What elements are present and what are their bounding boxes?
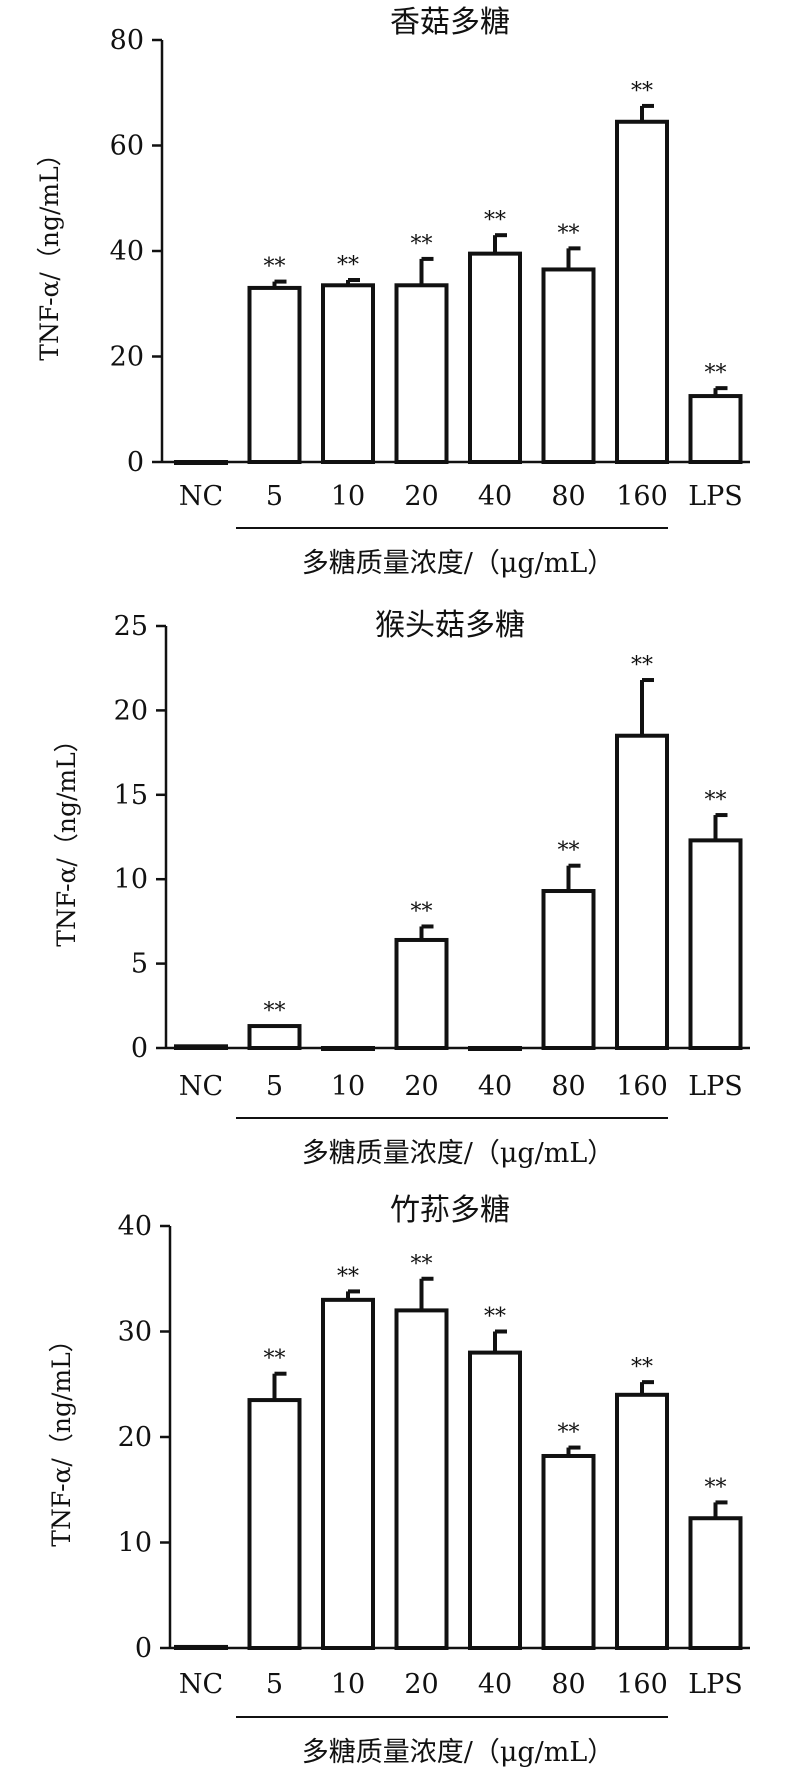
y-tick-label: 15 (114, 780, 148, 811)
x-tick-label: 40 (478, 1669, 512, 1700)
significance-label: ** (558, 839, 580, 864)
bar-10 (321, 1046, 375, 1051)
significance-label: ** (264, 255, 286, 280)
x-tick-label: 20 (404, 1071, 438, 1102)
significance-label: ** (558, 1421, 580, 1446)
y-tick-label: 0 (135, 1633, 152, 1664)
x-tick-label: 20 (404, 481, 438, 512)
y-tick-label: 20 (110, 342, 144, 373)
x-tick-label: 40 (478, 1071, 512, 1102)
bar-NC (174, 460, 228, 465)
significance-label: ** (705, 1475, 727, 1500)
significance-label: ** (264, 1347, 286, 1372)
bar-5 (247, 1024, 302, 1050)
y-tick-label: 20 (118, 1422, 152, 1453)
x-tick-label: 80 (551, 481, 585, 512)
bar-160 (615, 119, 669, 464)
chart-panel-shiitake: 香菇多糖 0 20 40 60 80 TNF-α/（ng/mL） NC ** 5 ** 10 ** 20 *… (0, 0, 790, 600)
y-tick-label: 60 (110, 131, 144, 162)
chart-panel-dictyophora: 竹荪多糖 0 10 20 30 40 TNF-α/（ng/mL） NC ** 5 ** 10 ** 20 *… (0, 1180, 790, 1770)
significance-label: ** (484, 1305, 506, 1330)
y-tick-label: 20 (114, 695, 148, 726)
significance-label: ** (337, 1264, 359, 1289)
x-tick-label: 80 (551, 1669, 585, 1700)
chart-title: 香菇多糖 (390, 5, 510, 40)
significance-label: ** (631, 653, 653, 678)
bar-160 (615, 733, 669, 1050)
significance-label: ** (484, 208, 506, 233)
significance-label: ** (558, 221, 580, 246)
x-tick-label: NC (179, 1669, 223, 1700)
y-tick-label: 40 (110, 236, 144, 267)
x-tick-label: LPS (688, 1071, 743, 1102)
x-tick-label: 40 (478, 481, 512, 512)
bar-10 (321, 1297, 375, 1650)
significance-label: ** (411, 232, 433, 257)
significance-label: ** (411, 1252, 433, 1277)
bar-80 (541, 889, 596, 1050)
bar-10 (321, 283, 375, 464)
chart-title: 猴头菇多糖 (375, 608, 525, 643)
x-tick-label: 80 (551, 1071, 585, 1102)
y-tick-label: 5 (131, 949, 148, 980)
x-tick-label: 160 (616, 1071, 668, 1102)
y-axis-label: TNF-α/（ng/mL） (52, 727, 81, 946)
y-tick-label: 80 (110, 25, 144, 56)
x-tick-label: 10 (331, 1669, 365, 1700)
bar-40 (468, 251, 522, 464)
x-tick-label: LPS (688, 481, 743, 512)
x-tick-label: 10 (331, 1071, 365, 1102)
x-axis-label: 多糖质量浓度/（μg/mL） (302, 1138, 615, 1169)
x-tick-label: NC (179, 481, 223, 512)
significance-label: ** (705, 788, 727, 813)
bar-160 (615, 1392, 669, 1650)
bar-LPS (688, 1516, 743, 1650)
significance-label: ** (631, 1355, 653, 1380)
y-tick-label: 30 (118, 1317, 152, 1348)
bar-5 (247, 1398, 302, 1650)
bar-40 (468, 1046, 522, 1051)
x-tick-label: NC (179, 1071, 223, 1102)
bar-5 (247, 285, 302, 464)
chart-panel-hericium: 猴头菇多糖 0 5 10 15 20 25 TNF-α/（ng/mL） NC ** 5 10 ** 20 4… (0, 600, 790, 1180)
y-axis-label: TNF-α/（ng/mL） (47, 1327, 76, 1546)
x-tick-label: 5 (266, 481, 283, 512)
y-tick-label: 40 (118, 1211, 152, 1242)
x-tick-label: 5 (266, 1071, 283, 1102)
y-tick-label: 10 (118, 1528, 152, 1559)
y-tick-label: 0 (131, 1033, 148, 1064)
significance-label: ** (411, 899, 433, 924)
chart-shiitake: 香菇多糖 0 20 40 60 80 TNF-α/（ng/mL） NC ** 5 ** 10 ** 20 *… (35, 5, 750, 579)
x-tick-label: LPS (688, 1669, 743, 1700)
bar-LPS (688, 838, 743, 1050)
bar-NC (174, 1044, 228, 1051)
bar-20 (394, 1308, 449, 1650)
x-tick-label: 160 (616, 1669, 668, 1700)
x-axis-label: 多糖质量浓度/（μg/mL） (302, 1737, 615, 1768)
significance-label: ** (631, 79, 653, 104)
x-tick-label: 160 (616, 481, 668, 512)
y-tick-label: 0 (127, 447, 144, 478)
bar-LPS (688, 394, 743, 464)
y-tick-label: 25 (114, 611, 148, 642)
chart-hericium: 猴头菇多糖 0 5 10 15 20 25 TNF-α/（ng/mL） NC ** 5 10 ** 20 4… (52, 608, 750, 1169)
bar-80 (541, 267, 596, 464)
bar-40 (468, 1350, 522, 1650)
chart-title: 竹荪多糖 (390, 1193, 510, 1228)
bar-NC (174, 1644, 228, 1651)
significance-label: ** (337, 253, 359, 278)
bar-80 (541, 1453, 596, 1650)
x-tick-label: 5 (266, 1669, 283, 1700)
significance-label: ** (705, 361, 727, 386)
y-tick-label: 10 (114, 864, 148, 895)
bar-20 (394, 937, 449, 1050)
chart-dictyophora: 竹荪多糖 0 10 20 30 40 TNF-α/（ng/mL） NC ** 5 ** 10 ** 20 *… (47, 1193, 750, 1768)
x-axis-label: 多糖质量浓度/（μg/mL） (302, 548, 615, 579)
y-axis-label: TNF-α/（ng/mL） (35, 141, 64, 360)
x-tick-label: 10 (331, 481, 365, 512)
significance-label: ** (264, 999, 286, 1024)
bar-20 (394, 283, 449, 464)
x-tick-label: 20 (404, 1669, 438, 1700)
